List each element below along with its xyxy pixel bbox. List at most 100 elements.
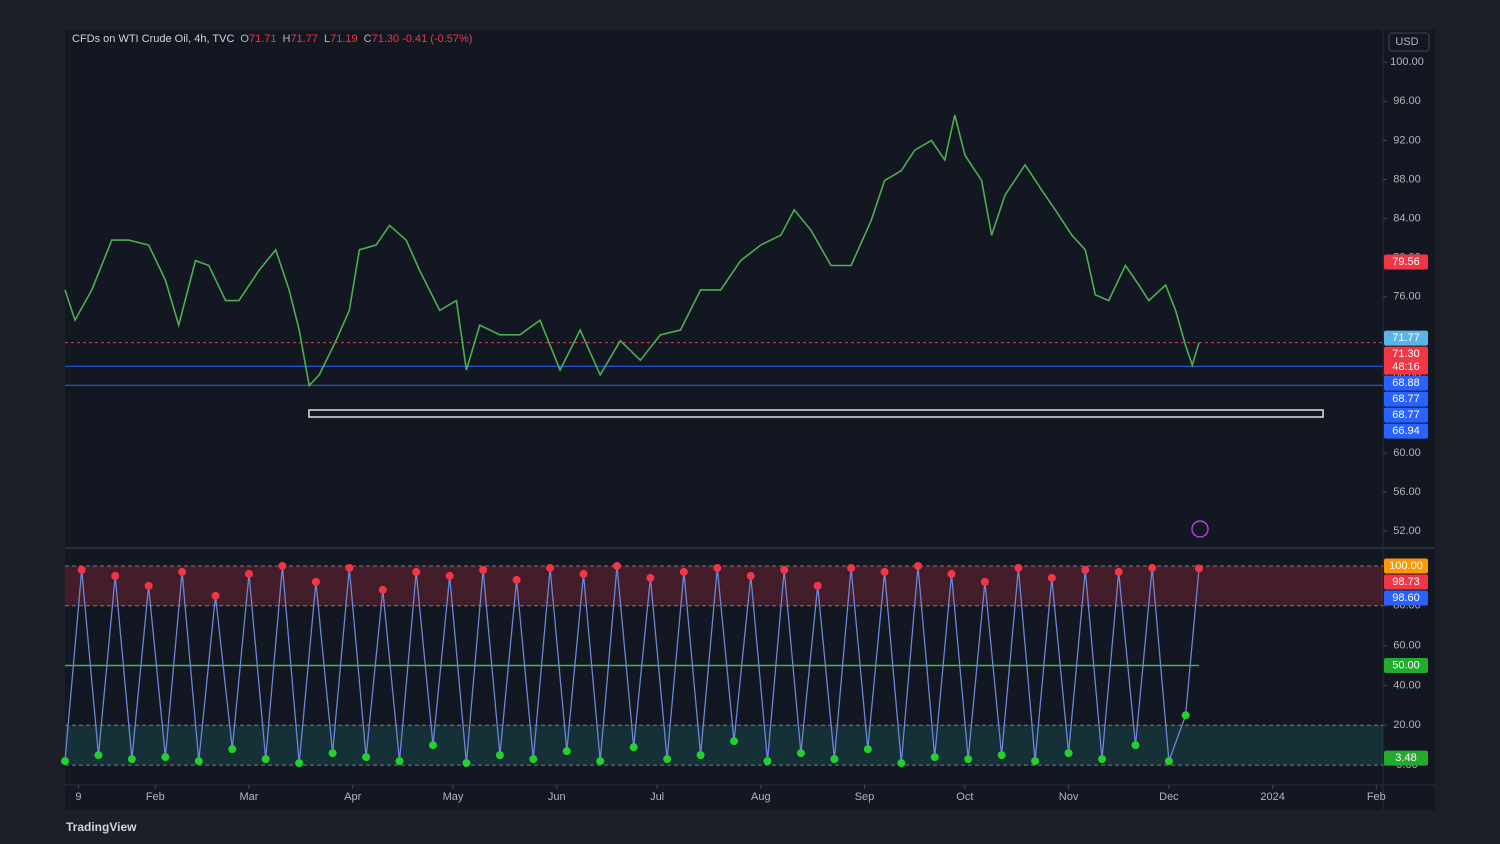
price-badge-label: 3.48	[1395, 752, 1416, 764]
price-badge	[1384, 254, 1428, 270]
signal-dot	[1081, 565, 1090, 574]
zone-box	[308, 409, 1324, 418]
ohlc-key: H	[282, 33, 291, 45]
signal-dot	[713, 563, 722, 572]
y-tick-label: 56.00	[1393, 486, 1421, 498]
x-tick-label: Jul	[650, 791, 664, 803]
price-badge	[1384, 558, 1428, 574]
signal-dot	[412, 567, 421, 576]
signal-dot	[847, 563, 856, 572]
price-badge-label: 100.00	[1389, 560, 1423, 572]
currency-box[interactable]	[1388, 32, 1430, 52]
price-badge-label: 98.60	[1392, 592, 1420, 604]
change: -0.41 (-0.57%)	[402, 33, 473, 45]
signal-dot	[1114, 567, 1123, 576]
price-badge-label: 98.73	[1392, 576, 1420, 588]
band	[65, 725, 1383, 766]
signal-dot	[311, 577, 320, 586]
price-badge-label: 71.77	[1392, 332, 1420, 344]
signal-dot	[1164, 757, 1173, 766]
signal-dot	[1181, 711, 1190, 720]
y-tick-label: 88.00	[1393, 173, 1421, 185]
price-badge	[1384, 346, 1428, 375]
signal-dot	[1148, 563, 1157, 572]
price-badge	[1384, 407, 1428, 423]
signal-dot	[261, 755, 270, 764]
ohlc-value: 71.71	[248, 33, 277, 45]
signal-dot	[445, 571, 454, 580]
alert-icon[interactable]	[1191, 520, 1209, 538]
signal-dot	[77, 565, 86, 574]
signal-dot	[228, 745, 237, 754]
signal-dot	[94, 751, 103, 760]
signal-dot	[679, 567, 688, 576]
signal-dot	[830, 755, 839, 764]
price-badge	[1384, 590, 1428, 606]
signal-dot	[646, 573, 655, 582]
signal-dot	[1047, 573, 1056, 582]
y-tick-label: 52.00	[1393, 525, 1421, 537]
y-tick-label: 20.00	[1393, 719, 1421, 731]
signal-dot	[127, 755, 136, 764]
signal-dot	[763, 757, 772, 766]
x-tick-label: Feb	[1367, 791, 1386, 803]
signal-dot	[1014, 563, 1023, 572]
signal-dot	[61, 757, 69, 766]
ohlc-value: 71.77	[290, 33, 318, 45]
signal-dot	[579, 569, 588, 578]
signal-dot	[295, 759, 304, 768]
y-tick-label: 92.00	[1393, 134, 1421, 146]
price-badge	[1384, 423, 1428, 439]
signal-dot	[730, 737, 739, 746]
signal-dot	[746, 571, 755, 580]
y-tick-label: 60.00	[1393, 640, 1421, 652]
y-tick-label: 96.00	[1393, 95, 1421, 107]
ohlc-key: L	[323, 33, 331, 45]
signal-dot	[462, 759, 471, 768]
price-badge	[1384, 375, 1428, 391]
signal-dot	[914, 561, 923, 570]
signal-dot	[947, 569, 956, 578]
x-tick-label: Jun	[548, 791, 566, 803]
price-badge	[1384, 658, 1428, 674]
ohlc-value: 71.30	[371, 33, 400, 45]
x-tick-label: Apr	[344, 791, 361, 803]
signal-dot	[395, 757, 404, 766]
signal-dot	[144, 581, 153, 590]
signal-dot	[278, 561, 287, 570]
signal-dot	[1195, 564, 1204, 573]
price-badge-label: 50.00	[1392, 659, 1420, 671]
price-badge	[1384, 750, 1428, 766]
ohlc-value: 71.19	[330, 33, 358, 45]
signal-dot	[161, 753, 170, 762]
signal-dot	[211, 591, 220, 600]
signal-dot	[529, 755, 538, 764]
signal-dot	[1031, 757, 1040, 766]
y-tick-label: 76.00	[1393, 291, 1421, 303]
price-badge-label: 68.88	[1392, 377, 1420, 389]
y-tick-label: 100.00	[1390, 56, 1424, 68]
signal-dot	[796, 749, 805, 758]
signal-dot	[813, 581, 822, 590]
signal-dot	[562, 747, 571, 756]
chart-background	[65, 30, 1435, 810]
signal-dot	[111, 571, 120, 580]
signal-dot	[479, 565, 488, 574]
signal-dot	[880, 567, 889, 576]
signal-dot	[980, 577, 989, 586]
signal-dot	[328, 749, 337, 758]
x-tick-label: Feb	[146, 791, 165, 803]
brand: TradingView	[66, 820, 137, 834]
signal-dot	[1064, 749, 1073, 758]
signal-dot	[1131, 741, 1140, 750]
signal-dot	[495, 751, 504, 760]
x-tick-label: 2024	[1260, 791, 1284, 803]
x-tick-label: Sep	[855, 791, 875, 803]
signal-dot	[930, 753, 939, 762]
x-tick-label: 9	[75, 791, 81, 803]
x-tick-label: May	[443, 791, 464, 803]
price-badge	[1384, 391, 1428, 407]
signal-dot	[546, 563, 555, 572]
price-badge-label: 79.56	[1392, 256, 1420, 268]
